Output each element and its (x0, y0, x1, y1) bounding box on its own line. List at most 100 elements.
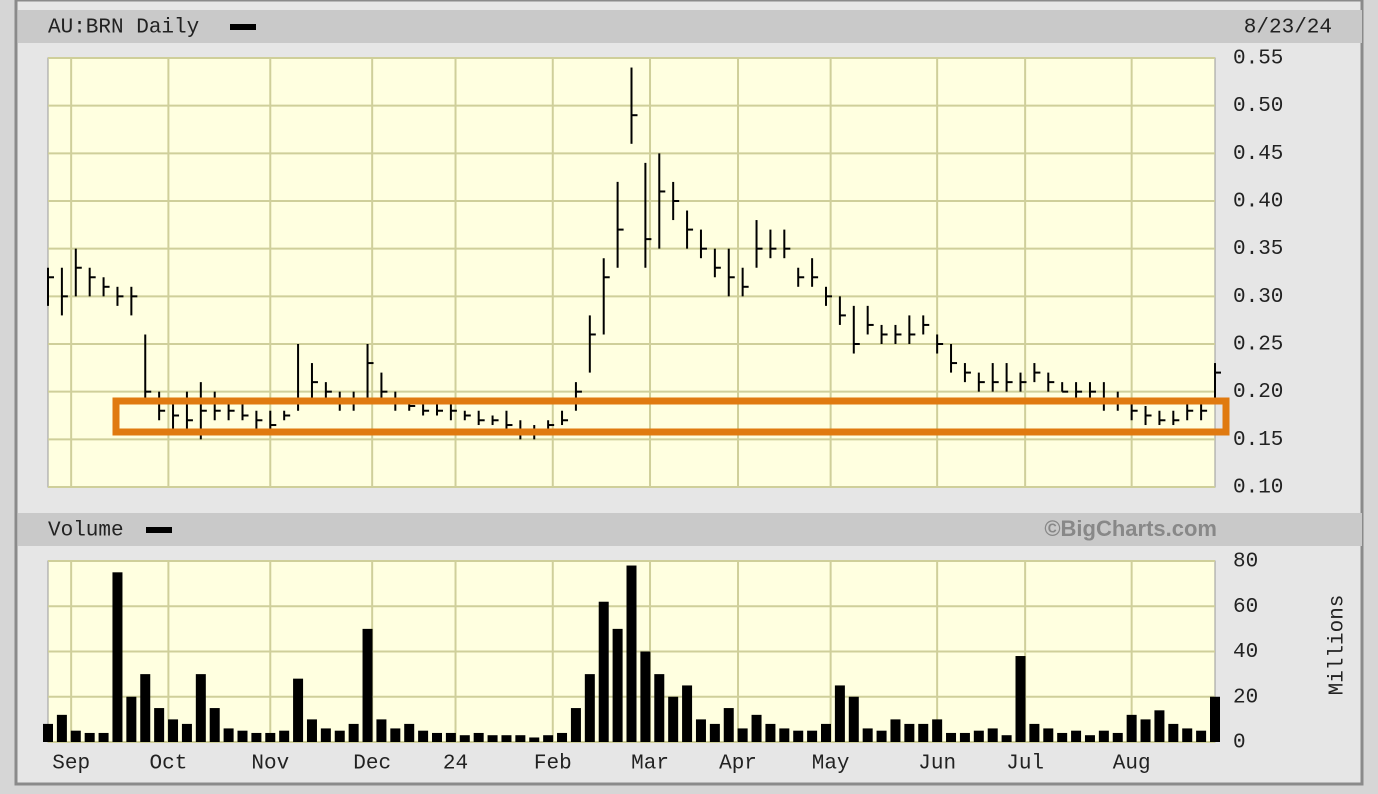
volume-bar (279, 730, 290, 742)
volume-bar (459, 735, 470, 742)
y-tick-label: 0.35 (1233, 238, 1283, 261)
credit: ©BigCharts.com (1044, 516, 1217, 541)
volume-bar (1168, 723, 1179, 742)
header-bar (18, 10, 1362, 43)
highlight-box (112, 397, 1230, 436)
volume-bar (1098, 730, 1109, 742)
volume-bar (1057, 732, 1068, 742)
x-tick-label: Nov (251, 753, 289, 776)
volume-bar (1029, 723, 1040, 742)
y-tick-label: 20 (1233, 686, 1258, 709)
y-axis-label: Millions (1327, 595, 1350, 696)
x-tick-label: Apr (719, 753, 757, 776)
volume-bar (1210, 696, 1220, 742)
volume-bar (418, 730, 429, 742)
volume-bar (1071, 730, 1082, 742)
volume-bar (487, 735, 498, 742)
volume-bar (445, 732, 456, 742)
chart-title: AU:BRN Daily (48, 17, 199, 40)
volume-bar (223, 728, 234, 742)
volume-bar (112, 572, 123, 742)
plots: 0.10 0.15 0.20 0.25 0.30 0.35 0.40 0.45 0.50 0.55… (43, 48, 1283, 776)
volume-bar (529, 737, 540, 742)
y-tick-label: 0.15 (1233, 429, 1283, 452)
x-tick-label: 24 (443, 753, 468, 776)
legend-swatch (146, 527, 172, 533)
volume-bar (765, 723, 776, 742)
y-tick-label: 80 (1233, 551, 1258, 574)
x-tick-label: Jun (918, 753, 956, 776)
volume-bar (807, 730, 818, 742)
volume-bar (515, 735, 526, 742)
volume-bar (598, 601, 609, 742)
volume-title: Volume (48, 520, 124, 543)
volume-bar (737, 728, 748, 742)
volume-bar (237, 730, 248, 742)
volume-bar (251, 732, 262, 742)
volume-bar (695, 719, 706, 742)
y-tick-label: 0.55 (1233, 48, 1283, 71)
volume-bar (168, 719, 179, 742)
volume-bar (293, 678, 304, 742)
volume-bar (557, 732, 568, 742)
volume-bar (946, 732, 957, 742)
volume-bar (834, 685, 845, 742)
y-tick-label: 0.40 (1233, 191, 1283, 214)
volume-bar (862, 728, 873, 742)
volume-bar (1154, 710, 1165, 742)
y-tick-label: 0.30 (1233, 286, 1283, 309)
legend-swatch (230, 24, 256, 30)
x-tick-label: Oct (149, 753, 187, 776)
volume-bar (918, 723, 929, 742)
x-tick-label: Feb (534, 753, 572, 776)
volume-bar (1043, 728, 1054, 742)
volume-bar (126, 696, 137, 742)
volume-bar (959, 732, 970, 742)
volume-bar (154, 708, 165, 742)
volume-bar (1112, 732, 1123, 742)
volume-bar (181, 723, 192, 742)
volume-bar (98, 732, 109, 742)
volume-bar (1001, 735, 1012, 742)
volume-bar (876, 730, 887, 742)
volume-bar (501, 735, 512, 742)
volume-bar (334, 730, 345, 742)
volume-bar (682, 685, 693, 742)
x-tick-label: Jul (1006, 753, 1044, 776)
volume-bar (1084, 735, 1095, 742)
x-tick-label: Sep (52, 753, 90, 776)
volume-bar (348, 723, 359, 742)
volume-bar (848, 696, 859, 742)
volume-bar (56, 714, 67, 742)
volume-bar (1182, 728, 1193, 742)
volume-bar (821, 723, 831, 742)
volume-bar (209, 708, 220, 742)
volume-bar (140, 674, 151, 742)
volume-bar (1015, 656, 1026, 742)
volume-bar (376, 719, 387, 742)
volume-bar (640, 651, 651, 742)
volume-bar (320, 728, 331, 742)
volume-bar (390, 728, 401, 742)
y-tick-label: 60 (1233, 596, 1258, 619)
volume-bar (473, 732, 484, 742)
volume-bar (654, 674, 665, 742)
x-tick-label: Aug (1113, 753, 1151, 776)
volume-bar (1140, 719, 1151, 742)
volume-bar (668, 696, 679, 742)
volume-bar (904, 723, 915, 742)
volume-bar (195, 674, 206, 742)
volume-bar (723, 708, 734, 742)
volume-bar (751, 714, 762, 742)
date: 8/23/24 (1244, 17, 1332, 40)
y-tick-label: 0.25 (1233, 334, 1283, 357)
volume-bar (84, 732, 95, 742)
volume-bar (779, 728, 790, 742)
x-tick-label: May (812, 753, 850, 776)
volume-bar (362, 628, 373, 742)
volume-bar (70, 730, 81, 742)
volume-bar (1126, 714, 1137, 742)
y-tick-label: 40 (1233, 641, 1258, 664)
